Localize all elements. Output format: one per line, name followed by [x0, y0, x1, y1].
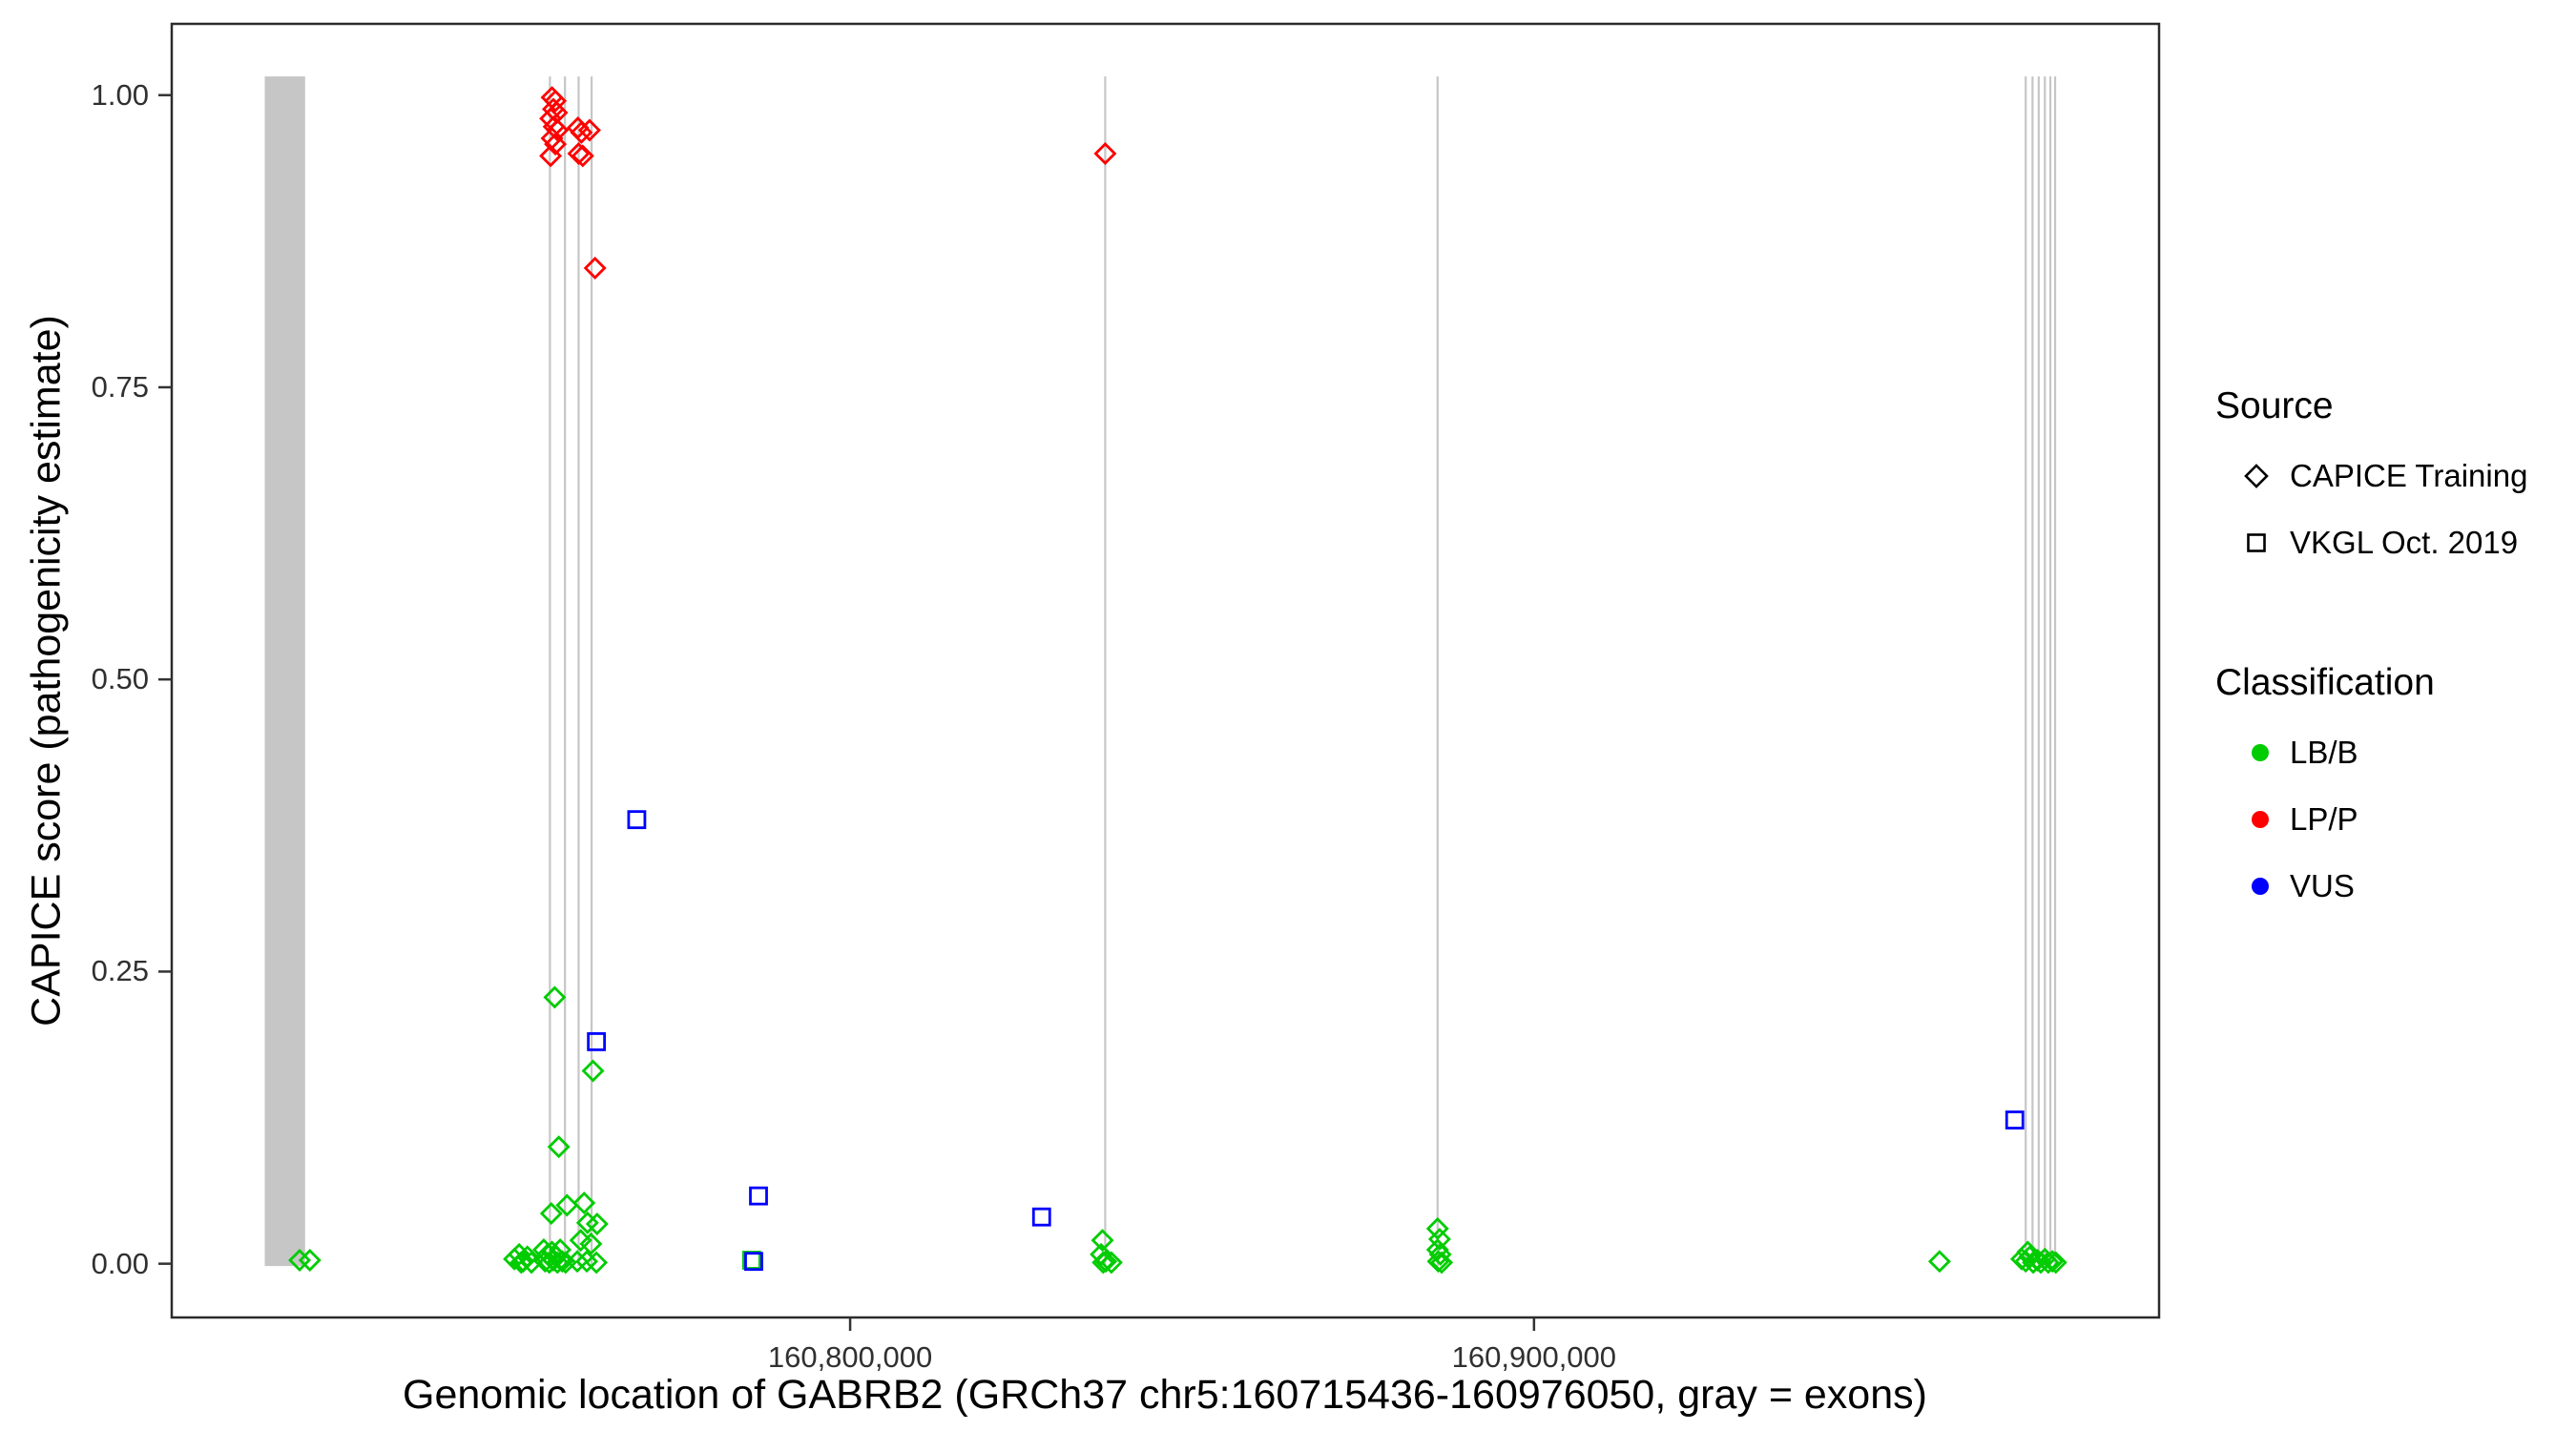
data-point-diamond [583, 257, 607, 280]
legend-classification-group: Classification LB/B LP/P VUS [2215, 662, 2527, 920]
legend-label-vus: VUS [2290, 868, 2355, 903]
exon-band [264, 76, 305, 1267]
blue-dot-icon [2252, 878, 2269, 895]
data-point-diamond [581, 1059, 605, 1083]
data-point-diamond [298, 1249, 322, 1272]
data-point-diamond [571, 144, 594, 168]
legend-source-group: Source CAPICE Training VKGL Oct. 2019 [2215, 385, 2527, 576]
legend-item-vus: VUS [2215, 853, 2527, 920]
lbb-dot-wrap [2240, 744, 2273, 761]
data-point-diamond [508, 1242, 531, 1266]
data-point-diamond [544, 89, 568, 113]
data-point-diamond [1425, 1237, 1449, 1261]
data-point-diamond [1427, 1227, 1451, 1251]
data-point-diamond [1090, 1242, 1113, 1266]
data-point-diamond [1091, 1229, 1114, 1253]
data-point-square [749, 1186, 768, 1206]
data-point-diamond [1426, 1250, 1450, 1274]
data-point-diamond [1430, 1251, 1454, 1275]
data-point-diamond [1428, 1242, 1452, 1266]
data-point-diamond [1927, 1250, 1951, 1274]
data-point-diamond [585, 1213, 609, 1235]
data-point-diamond [577, 118, 601, 142]
data-point-square [744, 1252, 763, 1272]
data-point-diamond [2044, 1251, 2067, 1275]
data-point-diamond [544, 133, 568, 156]
data-point-diamond [553, 1251, 577, 1275]
open-diamond-icon [2240, 460, 2273, 492]
y-tick-label: 0.00 [91, 1246, 149, 1280]
x-tick-label: 160,900,000 [1451, 1340, 1617, 1374]
legend-item-vkgl: VKGL Oct. 2019 [2215, 509, 2527, 576]
data-point-diamond [1425, 1216, 1449, 1240]
data-point-diamond [585, 1251, 609, 1275]
data-point-diamond [555, 1193, 579, 1217]
data-point-diamond [566, 1250, 590, 1274]
legend-label-capice-training: CAPICE Training [2290, 458, 2528, 493]
legend-classification-title: Classification [2215, 662, 2435, 703]
y-tick-label: 0.25 [91, 954, 149, 988]
lpp-dot-wrap [2240, 811, 2273, 828]
y-axis-title: CAPICE score (pathogenicity estimate) [23, 315, 70, 1027]
legend-label-lpp: LP/P [2290, 801, 2358, 837]
data-point-diamond [570, 120, 593, 144]
data-point-diamond [572, 1191, 596, 1214]
y-tick-label: 0.75 [91, 369, 149, 404]
data-point-diamond [2016, 1240, 2040, 1264]
legend-item-lpp: LP/P [2215, 786, 2527, 853]
y-tick-label: 0.50 [91, 662, 149, 696]
data-point-square [627, 810, 647, 830]
data-point-diamond [1099, 1251, 1123, 1275]
data-point-diamond [1091, 1251, 1115, 1275]
vus-dot-wrap [2240, 878, 2273, 895]
data-point-diamond [539, 1202, 563, 1225]
data-point-diamond [509, 1251, 533, 1275]
data-point-diamond [551, 1250, 574, 1274]
x-tick-label: 160,800,000 [767, 1340, 933, 1374]
data-point-diamond [546, 1251, 570, 1275]
y-tick-label: 1.00 [91, 77, 149, 112]
data-point-diamond [539, 144, 563, 168]
data-point-diamond [575, 1250, 599, 1274]
data-point-diamond [543, 985, 567, 1009]
data-point-diamond [547, 1135, 571, 1159]
data-point-square [2005, 1110, 2025, 1130]
data-point-diamond [1093, 141, 1117, 165]
red-dot-icon [2252, 811, 2269, 828]
legend-label-lbb: LB/B [2290, 735, 2358, 770]
open-square-icon [2240, 527, 2273, 559]
data-point-square [1031, 1207, 1051, 1227]
green-dot-icon [2252, 744, 2269, 761]
legend-item-capice-training: CAPICE Training [2215, 443, 2527, 509]
data-point-square [587, 1032, 607, 1051]
x-axis-title: Genomic location of GABRB2 (GRCh37 chr5:… [403, 1372, 1927, 1418]
data-point-diamond [288, 1249, 312, 1272]
legend-source-title: Source [2215, 385, 2334, 426]
legend-label-vkgl: VKGL Oct. 2019 [2290, 525, 2519, 560]
data-point-diamond [2041, 1250, 2065, 1274]
data-point-diamond [579, 1232, 603, 1255]
data-point-diamond [575, 1211, 599, 1234]
data-point-diamond [2036, 1251, 2060, 1275]
panel-border [170, 22, 2161, 1319]
legend-item-lbb: LB/B [2215, 719, 2527, 786]
legend: Source CAPICE Training VKGL Oct. 2019 [2215, 385, 2527, 920]
data-point-diamond [546, 118, 570, 142]
